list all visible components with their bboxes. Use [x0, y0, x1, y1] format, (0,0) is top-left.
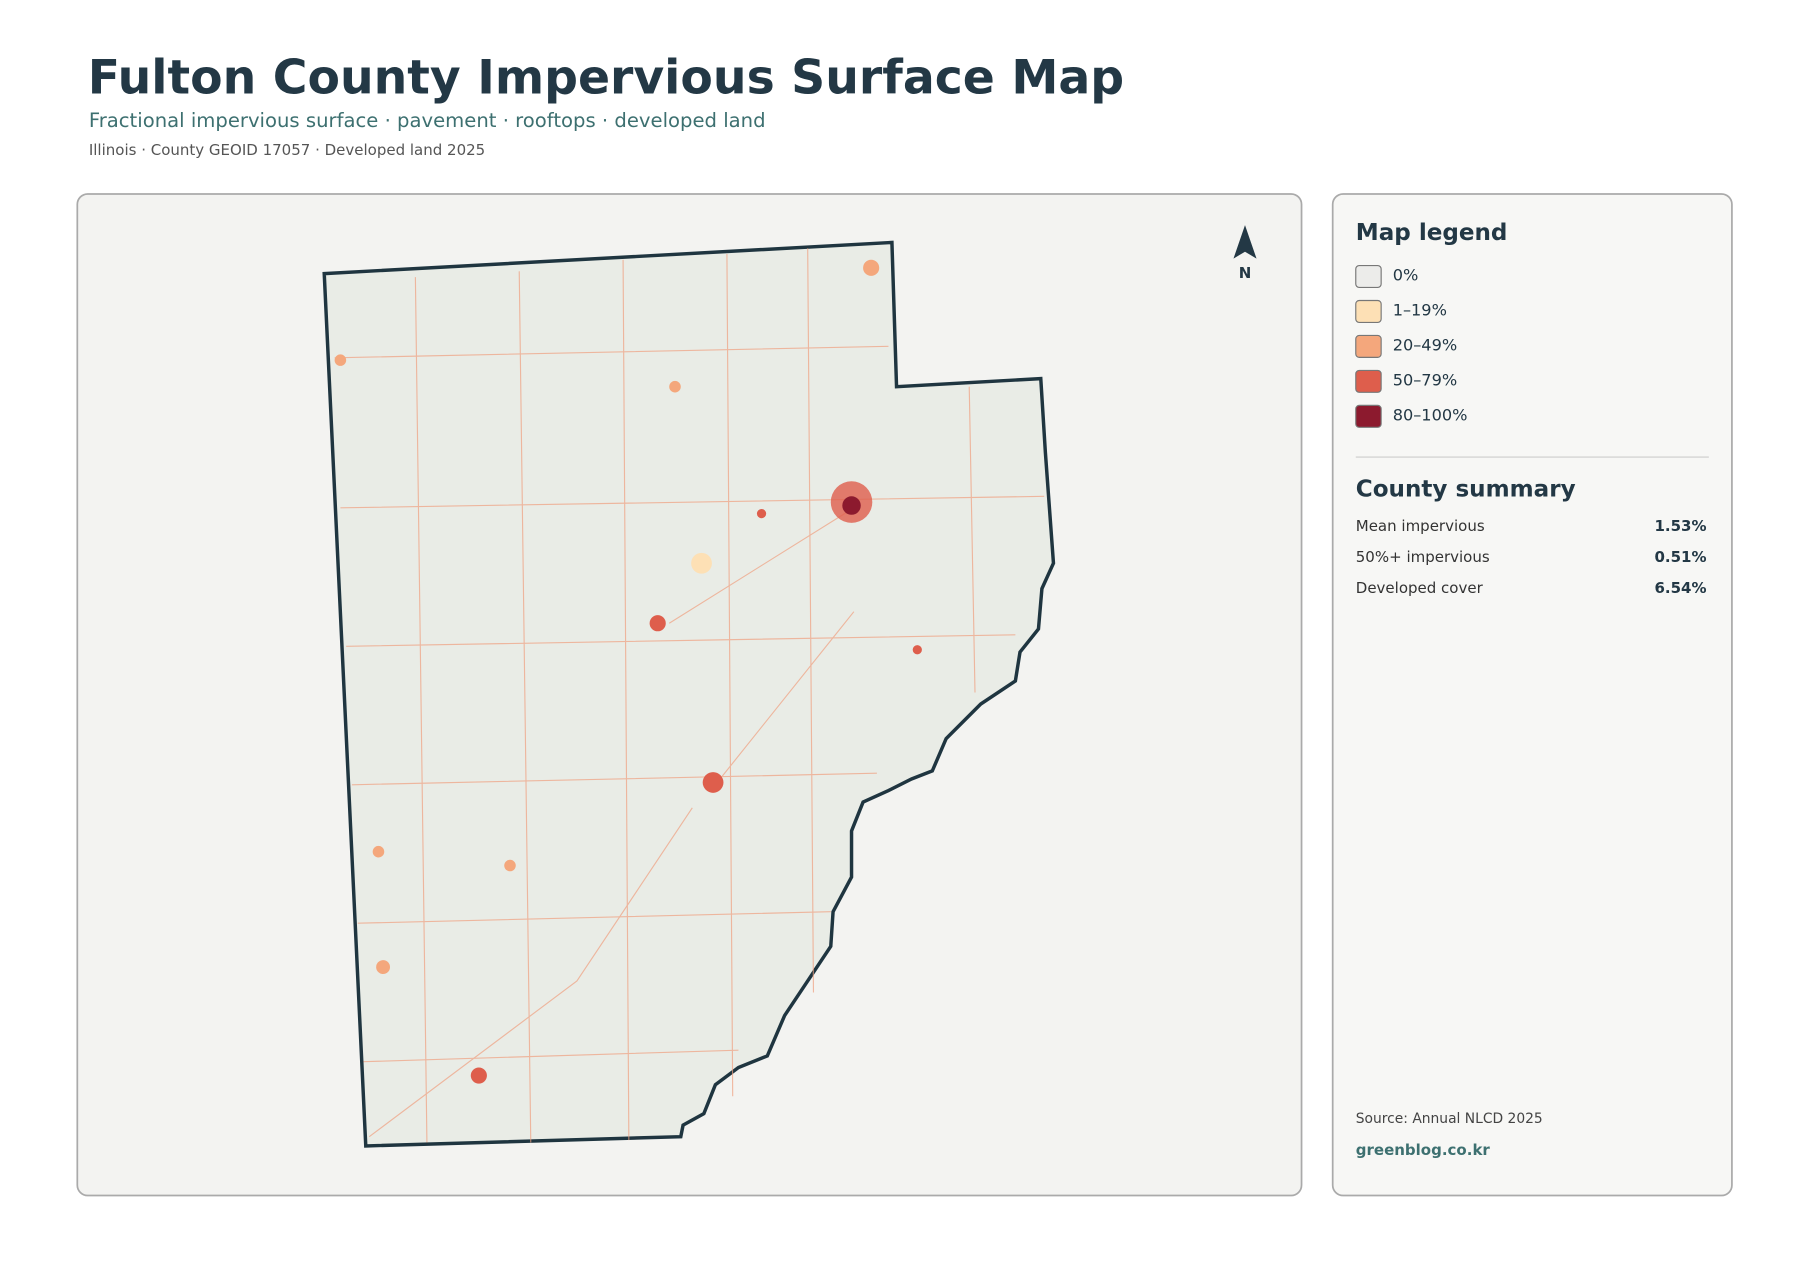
- legend-swatch: [1355, 369, 1382, 393]
- source: Source: Annual NLCD 2025: [1356, 1111, 1543, 1127]
- summary-rows: Mean impervious 1.53% 50%+ impervious 0.51%…: [1356, 517, 1707, 597]
- north-arrow: N: [1233, 225, 1257, 282]
- legend-label: 50–79%: [1393, 370, 1457, 389]
- legend-title: Map legend: [1356, 220, 1508, 246]
- summary-value: 0.51%: [1654, 548, 1706, 566]
- summary-label: Developed cover: [1356, 579, 1484, 597]
- legend-swatch: [1355, 299, 1382, 323]
- legend-swatch: [1355, 264, 1382, 289]
- county-map: [322, 240, 1056, 1148]
- legend-items: 0% 1–19% 20–49% 50–79% 80–100%: [1355, 264, 1468, 428]
- credit: greenblog.co.kr: [1356, 1141, 1491, 1159]
- summary-label: Mean impervious: [1356, 517, 1485, 535]
- legend-panel: [1331, 193, 1733, 1197]
- legend-swatch: [1355, 404, 1382, 428]
- legend-label: 0%: [1393, 266, 1419, 285]
- legend-label: 20–49%: [1393, 335, 1457, 354]
- legend-swatch: [1355, 334, 1382, 358]
- north-label: N: [1239, 264, 1252, 282]
- roads: [334, 248, 1045, 1143]
- summary-value: 1.53%: [1654, 517, 1706, 535]
- title: Fulton County Impervious Surface Map: [88, 51, 1124, 106]
- subtitle: Fractional impervious surface · pavement…: [89, 109, 766, 132]
- meta: Illinois · County GEOID 17057 · Develope…: [89, 141, 485, 159]
- towns: [334, 259, 922, 1084]
- summary-label: 50%+ impervious: [1356, 548, 1490, 566]
- legend-label: 80–100%: [1393, 405, 1468, 424]
- summary-value: 6.54%: [1654, 579, 1706, 597]
- summary-title: County summary: [1356, 476, 1576, 502]
- legend-label: 1–19%: [1393, 301, 1447, 320]
